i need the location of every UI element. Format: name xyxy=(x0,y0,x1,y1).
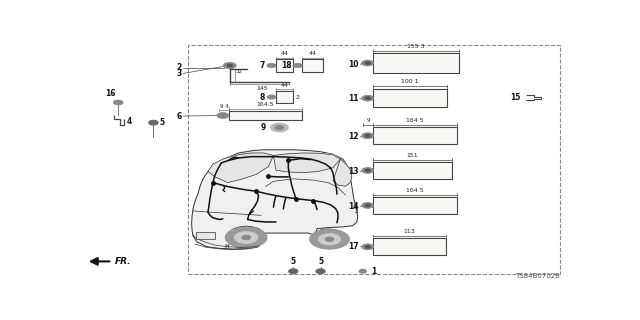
Text: 5: 5 xyxy=(291,257,296,266)
Text: 6: 6 xyxy=(177,111,182,121)
Text: 164 5: 164 5 xyxy=(406,118,424,123)
Circle shape xyxy=(225,227,267,248)
Circle shape xyxy=(310,229,349,249)
Circle shape xyxy=(365,169,370,172)
Text: 4: 4 xyxy=(127,117,132,126)
Bar xyxy=(372,238,446,255)
Text: 11: 11 xyxy=(348,94,359,103)
Bar xyxy=(372,162,452,179)
Circle shape xyxy=(326,237,333,241)
Text: 9: 9 xyxy=(367,118,370,123)
Circle shape xyxy=(359,269,366,273)
Bar xyxy=(372,89,447,108)
Circle shape xyxy=(362,203,374,208)
Polygon shape xyxy=(273,153,340,173)
Bar xyxy=(372,53,460,73)
Text: 17: 17 xyxy=(348,242,359,251)
Circle shape xyxy=(267,95,276,99)
Circle shape xyxy=(316,269,325,274)
Circle shape xyxy=(242,236,250,240)
Circle shape xyxy=(289,269,298,274)
Text: 2: 2 xyxy=(177,63,182,72)
Text: 5: 5 xyxy=(159,118,164,127)
Text: 32: 32 xyxy=(236,69,243,75)
Bar xyxy=(302,59,323,72)
Text: 44: 44 xyxy=(280,51,289,56)
Text: 14: 14 xyxy=(348,202,359,211)
Text: 9: 9 xyxy=(260,123,266,132)
Circle shape xyxy=(362,244,374,250)
Circle shape xyxy=(113,100,123,105)
Circle shape xyxy=(365,246,370,248)
Circle shape xyxy=(275,126,284,130)
Text: 18: 18 xyxy=(281,61,291,70)
Circle shape xyxy=(362,60,374,66)
Text: 164 5: 164 5 xyxy=(406,188,424,193)
Text: 145: 145 xyxy=(256,86,268,91)
Polygon shape xyxy=(333,159,352,186)
Text: 15: 15 xyxy=(510,93,520,102)
Bar xyxy=(372,127,457,144)
Circle shape xyxy=(365,62,370,64)
Text: FR.: FR. xyxy=(115,257,131,266)
Text: TS84B0702B: TS84B0702B xyxy=(515,273,560,279)
Text: 8: 8 xyxy=(260,92,265,101)
Circle shape xyxy=(267,63,276,68)
Text: 5: 5 xyxy=(318,257,323,266)
Text: 44: 44 xyxy=(280,83,289,88)
Circle shape xyxy=(149,120,158,125)
Text: 16: 16 xyxy=(106,89,116,98)
Circle shape xyxy=(271,123,289,132)
Circle shape xyxy=(365,204,370,207)
Circle shape xyxy=(293,63,302,68)
Polygon shape xyxy=(191,150,358,249)
Text: 10: 10 xyxy=(348,60,359,69)
Text: 13: 13 xyxy=(348,167,359,176)
Text: 3: 3 xyxy=(177,69,182,78)
Text: 113: 113 xyxy=(403,229,415,234)
Text: 164.5: 164.5 xyxy=(257,102,275,107)
Circle shape xyxy=(365,134,370,137)
Circle shape xyxy=(235,232,258,243)
Circle shape xyxy=(227,64,232,67)
Circle shape xyxy=(362,95,374,101)
Text: 9 4: 9 4 xyxy=(220,104,229,109)
Text: 7: 7 xyxy=(260,61,265,70)
Text: 44: 44 xyxy=(308,51,317,56)
Bar xyxy=(188,44,560,274)
Circle shape xyxy=(319,234,340,244)
Bar xyxy=(229,111,302,120)
Bar xyxy=(372,197,457,214)
Text: 100 1: 100 1 xyxy=(401,79,419,84)
Text: 12: 12 xyxy=(348,132,359,141)
Polygon shape xyxy=(208,153,273,182)
Circle shape xyxy=(362,167,374,173)
Circle shape xyxy=(223,62,236,69)
Bar xyxy=(276,91,292,103)
Bar xyxy=(276,59,292,72)
Bar xyxy=(196,232,216,239)
Text: 151: 151 xyxy=(406,153,418,158)
Circle shape xyxy=(365,97,370,100)
Text: H: H xyxy=(225,244,229,249)
Circle shape xyxy=(217,113,229,118)
Text: 2: 2 xyxy=(295,94,300,100)
Text: 1: 1 xyxy=(372,267,377,276)
Text: 155 3: 155 3 xyxy=(407,44,425,49)
Circle shape xyxy=(362,133,374,139)
